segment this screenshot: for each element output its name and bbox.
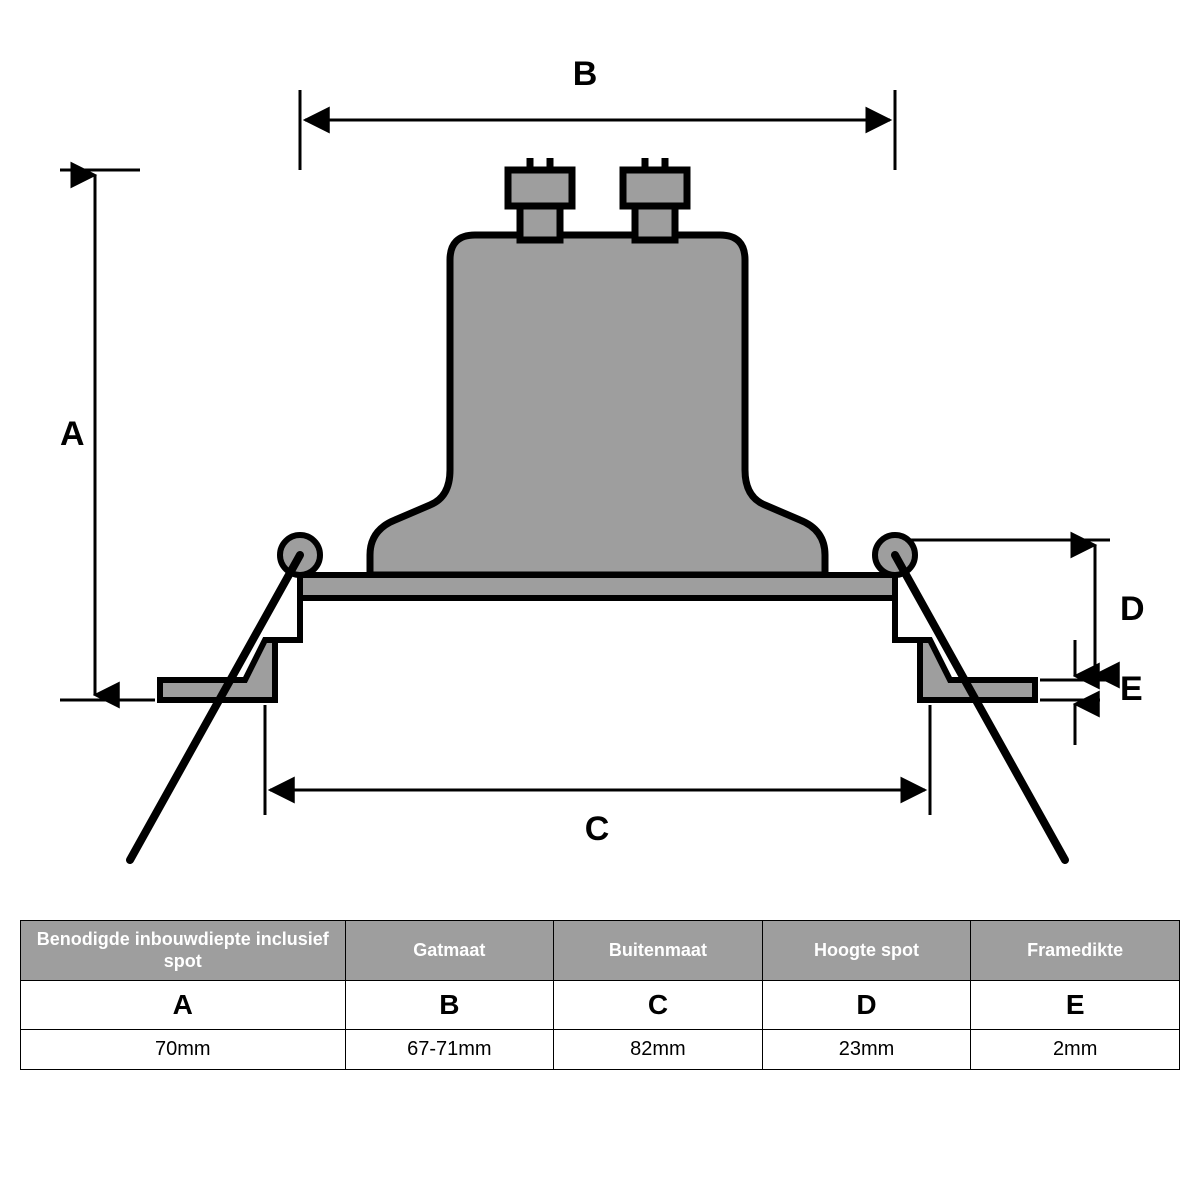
col-header: Buitenmaat [554,921,763,981]
col-header: Framedikte [971,921,1180,981]
dimension-e: E [1040,640,1143,745]
dim-label-a: A [60,415,85,453]
col-value: 70mm [21,1030,346,1070]
col-letter: B [345,981,554,1030]
col-letter: E [971,981,1180,1030]
col-letter: C [554,981,763,1030]
table-header-row: Benodigde inbouwdiepte inclusief spot Ga… [21,921,1180,981]
col-value: 67-71mm [345,1030,554,1070]
table-value-row: 70mm 67-71mm 82mm 23mm 2mm [21,1030,1180,1070]
col-value: 82mm [554,1030,763,1070]
bulb-icon [370,158,825,575]
technical-diagram: A B C D E [0,0,1200,900]
col-header: Benodigde inbouwdiepte inclusief spot [21,921,346,981]
dim-label-d: D [1120,590,1145,628]
dim-label-c: C [585,810,610,848]
table-letter-row: A B C D E [21,981,1180,1030]
col-letter: A [21,981,346,1030]
col-header: Hoogte spot [762,921,971,981]
col-value: 23mm [762,1030,971,1070]
dimension-b: B [300,55,895,170]
col-letter: D [762,981,971,1030]
dim-label-e: E [1120,670,1143,708]
dimension-c: C [265,705,930,848]
col-value: 2mm [971,1030,1180,1070]
dim-label-b: B [573,55,598,93]
spec-table: Benodigde inbouwdiepte inclusief spot Ga… [20,920,1180,1070]
dimension-a: A [60,170,155,700]
col-header: Gatmaat [345,921,554,981]
